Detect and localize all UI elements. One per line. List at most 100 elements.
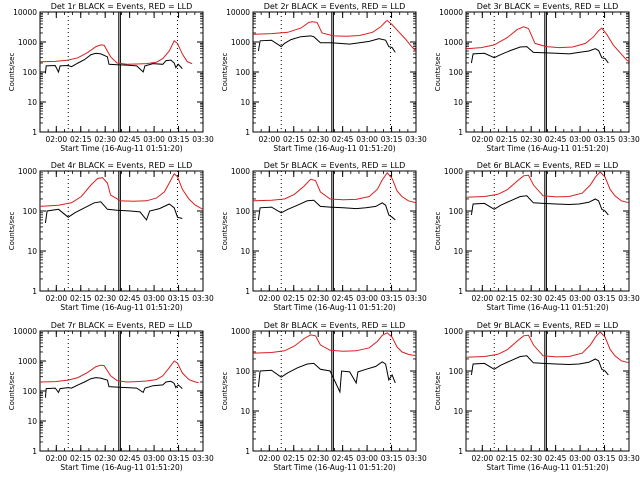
x-axis-label: Start Time (16-Aug-11 01:51:20): [273, 144, 395, 153]
y-tick-label: 1: [458, 287, 463, 296]
plot-frame: [252, 11, 417, 133]
y-tick-label: 100: [23, 207, 38, 216]
plot-frame: [465, 330, 630, 452]
x-tick-label: 02:30: [94, 454, 116, 463]
x-tick-label: 03:15: [168, 135, 190, 144]
lld-series-line: [253, 19, 416, 52]
y-tick-label: 1: [245, 128, 250, 137]
x-tick-label: 03:15: [594, 294, 616, 303]
x-tick-label: 03:30: [405, 135, 427, 144]
y-axis-label: Counts/sec: [8, 372, 16, 411]
x-tick-label: 02:00: [471, 454, 493, 463]
y-tick-label: 1: [458, 447, 463, 456]
plot-frame: [252, 170, 417, 292]
x-tick-label: 03:15: [381, 135, 403, 144]
y-tick-label: 1000: [444, 327, 463, 336]
y-tick-label: 100: [23, 387, 38, 396]
y-tick-label: 1000: [18, 357, 37, 366]
panel-6: Det 6r BLACK = Events, RED = LLD 1 10 100 10…: [434, 161, 640, 312]
x-tick-label: 02:45: [332, 454, 354, 463]
y-tick-label: 10000: [13, 327, 37, 336]
y-axis-label: Counts/sec: [434, 372, 442, 411]
y-tick-label: 1: [32, 447, 37, 456]
panel-title: Det 8r BLACK = Events, RED = LLD: [264, 321, 406, 330]
x-axis-label: Start Time (16-Aug-11 01:51:20): [486, 303, 608, 312]
x-tick-label: 03:00: [356, 294, 378, 303]
x-tick-label: 02:30: [520, 294, 542, 303]
x-tick-label: 03:30: [405, 454, 427, 463]
panel-title: Det 7r BLACK = Events, RED = LLD: [51, 321, 193, 330]
x-tick-label: 02:15: [283, 135, 305, 144]
y-tick-label: 10000: [226, 8, 250, 17]
y-tick-label: 10: [27, 98, 37, 107]
x-tick-label: 03:00: [143, 135, 165, 144]
x-tick-label: 03:30: [192, 294, 214, 303]
x-tick-label: 02:30: [307, 454, 329, 463]
y-tick-label: 10: [240, 98, 250, 107]
lld-series-line: [40, 173, 203, 210]
x-tick-label: 02:45: [119, 294, 141, 303]
y-tick-label: 10: [453, 98, 463, 107]
y-tick-label: 1000: [231, 38, 250, 47]
x-axis-label: Start Time (16-Aug-11 01:51:20): [60, 463, 182, 472]
lld-series-line: [253, 332, 416, 357]
x-tick-label: 02:45: [119, 135, 141, 144]
events-series-line: [44, 377, 183, 398]
x-tick-label: 03:30: [618, 135, 640, 144]
events-series-line: [257, 35, 396, 53]
x-tick-label: 02:30: [520, 454, 542, 463]
y-tick-label: 1000: [231, 167, 250, 176]
x-tick-label: 03:00: [569, 135, 591, 144]
events-series-line: [470, 195, 609, 216]
panel-title: Det 3r BLACK = Events, RED = LLD: [477, 2, 619, 11]
y-tick-label: 10: [240, 247, 250, 256]
x-tick-label: 02:45: [545, 135, 567, 144]
y-tick-label: 100: [449, 207, 464, 216]
x-tick-label: 03:30: [405, 294, 427, 303]
x-tick-label: 03:30: [618, 294, 640, 303]
x-tick-label: 03:30: [618, 454, 640, 463]
events-series-line: [257, 199, 396, 221]
y-tick-label: 10: [240, 407, 250, 416]
y-tick-label: 1000: [18, 167, 37, 176]
events-series-line: [470, 355, 609, 376]
events-series-line: [44, 52, 183, 74]
panel-title: Det 9r BLACK = Events, RED = LLD: [477, 321, 619, 330]
x-tick-label: 03:00: [143, 454, 165, 463]
x-tick-label: 03:15: [381, 454, 403, 463]
lld-series-line: [253, 171, 416, 204]
panel-9: Det 9r BLACK = Events, RED = LLD 1 10 100 10…: [434, 321, 640, 472]
x-tick-label: 02:00: [45, 454, 67, 463]
x-axis-label: Start Time (16-Aug-11 01:51:20): [273, 303, 395, 312]
y-tick-label: 1: [245, 287, 250, 296]
plot-frame: [39, 11, 204, 133]
lld-series-line: [40, 360, 199, 384]
panel-3: Det 3r BLACK = Events, RED = LLD 1 10 100 10…: [434, 2, 640, 153]
x-axis-label: Start Time (16-Aug-11 01:51:20): [60, 144, 182, 153]
y-tick-label: 10: [453, 407, 463, 416]
y-axis-label: Counts/sec: [8, 53, 16, 92]
x-tick-label: 02:15: [283, 294, 305, 303]
y-axis-label: Counts/sec: [434, 212, 442, 251]
x-tick-label: 02:30: [307, 294, 329, 303]
lld-series-line: [466, 331, 629, 364]
x-tick-label: 02:00: [471, 135, 493, 144]
panel-title: Det 6r BLACK = Events, RED = LLD: [477, 161, 619, 170]
panel-5: Det 5r BLACK = Events, RED = LLD 1 10 100 10…: [221, 161, 427, 312]
y-tick-label: 1: [32, 287, 37, 296]
x-tick-label: 02:30: [307, 135, 329, 144]
y-tick-label: 100: [236, 68, 251, 77]
panel-title: Det 5r BLACK = Events, RED = LLD: [264, 161, 406, 170]
panel-2: Det 2r BLACK = Events, RED = LLD 1 10 100 10…: [221, 2, 427, 153]
panel-4: Det 4r BLACK = Events, RED = LLD 1 10 100 10…: [8, 161, 214, 312]
panel-title: Det 2r BLACK = Events, RED = LLD: [264, 2, 406, 11]
x-tick-label: 03:00: [143, 294, 165, 303]
x-tick-label: 03:15: [381, 294, 403, 303]
y-axis-label: Counts/sec: [434, 53, 442, 92]
events-series-line: [257, 361, 396, 394]
panel-1: Det 1r BLACK = Events, RED = LLD 1 10 100 10…: [8, 2, 214, 153]
x-axis-label: Start Time (16-Aug-11 01:51:20): [273, 463, 395, 472]
y-tick-label: 10000: [13, 8, 37, 17]
panel-8: Det 8r BLACK = Events, RED = LLD 1 10 100 10…: [221, 321, 427, 472]
y-tick-label: 1: [245, 447, 250, 456]
